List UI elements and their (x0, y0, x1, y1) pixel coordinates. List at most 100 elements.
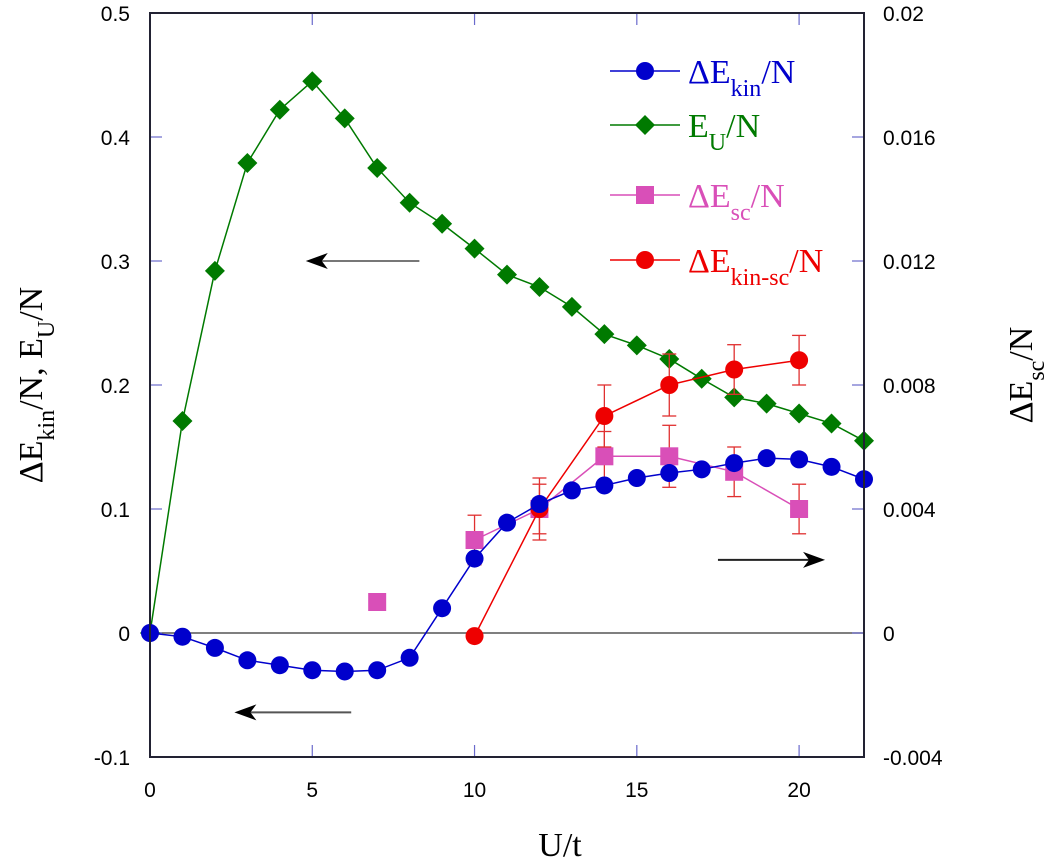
legend-label-desc: ΔEsc/N (688, 178, 785, 226)
y-axis-left-label: ΔEkin/N, EU/N (13, 287, 60, 483)
data-point (465, 549, 484, 568)
series-line (149, 80, 865, 634)
y-left-tick-label: 0.1 (101, 499, 130, 522)
data-point (497, 264, 517, 285)
data-point (367, 158, 388, 178)
y-left-tick-label: 0.5 (101, 3, 130, 26)
data-point (660, 376, 679, 394)
data-point (237, 153, 258, 174)
data-point (269, 99, 290, 120)
y-right-tick-label: 0 (883, 623, 895, 646)
y-right-tick-label: 0.008 (883, 375, 936, 398)
legend-item-dekin: ΔEkin/N (610, 54, 795, 102)
y-right-tick-label: 0.02 (883, 3, 924, 26)
data-point (238, 651, 257, 670)
data-point (334, 108, 355, 129)
legend-tail: /N (726, 108, 760, 145)
legend-marker-diamond (635, 115, 655, 135)
y-left-tick-label: 0.3 (101, 251, 130, 274)
legend-sub: U (709, 130, 726, 156)
data-point (400, 648, 419, 667)
data-point (465, 627, 484, 646)
plot-frame (149, 12, 865, 758)
y-axis-right-label: ΔEsc/N (1003, 327, 1046, 424)
legend-tail: /N (751, 178, 785, 215)
y-left-tick-label: 0.2 (101, 375, 130, 398)
y-left-tick-label: 0.4 (101, 127, 131, 150)
y-left-label-sub1: kin (34, 410, 60, 441)
legend-item-eu: EU/N (610, 108, 760, 156)
data-point (724, 387, 745, 408)
legend-base: ΔE (688, 54, 731, 91)
legend-marker-square (636, 186, 654, 204)
data-point (368, 593, 387, 611)
series-e-u-n (140, 71, 874, 643)
y-left-label-sub2: U (34, 321, 60, 338)
data-point (821, 413, 842, 434)
x-tick-label: 5 (306, 779, 318, 802)
legend-sub: kin-sc (731, 265, 790, 291)
legend: ΔEkin/N EU/N ΔEsc/N ΔEkin-sc/N (610, 54, 823, 291)
y-right-tick-label: 0.012 (883, 251, 936, 274)
series-line (473, 359, 800, 637)
arrow-head-icon (305, 253, 328, 269)
legend-marker-circle (636, 251, 654, 269)
legend-base: E (688, 108, 709, 145)
series-group (140, 71, 874, 681)
x-tick-label: 0 (144, 779, 156, 802)
data-point (335, 662, 354, 681)
series--e-kin-n (141, 449, 873, 681)
data-point (399, 192, 420, 213)
y-left-tick-label: -0.1 (94, 747, 130, 770)
data-point (302, 71, 323, 92)
annotations-group (234, 253, 826, 721)
legend-tail: /N (761, 54, 795, 91)
legend-base: ΔE (688, 243, 731, 280)
legend-sub: kin (731, 76, 762, 102)
data-point (595, 407, 614, 425)
legend-sub: sc (731, 200, 751, 226)
y-left-label-base: ΔE (13, 441, 50, 484)
data-point (692, 460, 711, 479)
data-point (303, 661, 322, 680)
y-right-label-tail: /N (1003, 327, 1040, 361)
data-point (465, 531, 484, 549)
data-point (626, 335, 647, 356)
legend-item-dekinsc: ΔEkin-sc/N (610, 243, 823, 291)
data-point (594, 324, 615, 345)
x-tick-label: 10 (463, 779, 486, 802)
data-point (270, 656, 289, 675)
data-point (790, 351, 809, 370)
data-point (660, 447, 679, 466)
legend-item-desc: ΔEsc/N (610, 178, 785, 226)
data-point (627, 469, 646, 487)
data-point (790, 500, 809, 518)
legend-label-dekinsc: ΔEkin-sc/N (688, 243, 823, 291)
data-point (595, 447, 614, 466)
data-point (498, 513, 516, 532)
y-right-tick-label: 0.016 (883, 127, 936, 150)
data-point (173, 627, 192, 646)
arrow-head-icon (803, 551, 826, 568)
legend-label-eu: EU/N (688, 108, 760, 156)
data-point (757, 449, 776, 468)
y-right-label-base: ΔE (1003, 381, 1040, 424)
y-left-label-tail: /N (13, 287, 50, 321)
data-point (790, 450, 809, 469)
data-point (464, 238, 485, 259)
y-left-label-mid: /N, E (13, 338, 50, 410)
data-point (562, 481, 581, 500)
data-point (561, 296, 582, 317)
x-axis-label: U/t (538, 827, 582, 863)
data-point (691, 368, 712, 389)
y-right-tick-label: -0.004 (883, 747, 943, 770)
data-point (756, 393, 777, 414)
data-point (368, 661, 387, 680)
data-point (660, 464, 679, 483)
data-point (822, 457, 841, 476)
data-point (595, 476, 614, 495)
series--e-sc-n (368, 424, 809, 611)
y-right-label-sub: sc (1024, 361, 1046, 381)
tick-labels-group: 0 5 10 15 20 -0.1 0 0.1 0.2 0.3 0.4 0.5 -0.004 0 0.004… (94, 3, 943, 802)
legend-tail: /N (789, 243, 823, 280)
